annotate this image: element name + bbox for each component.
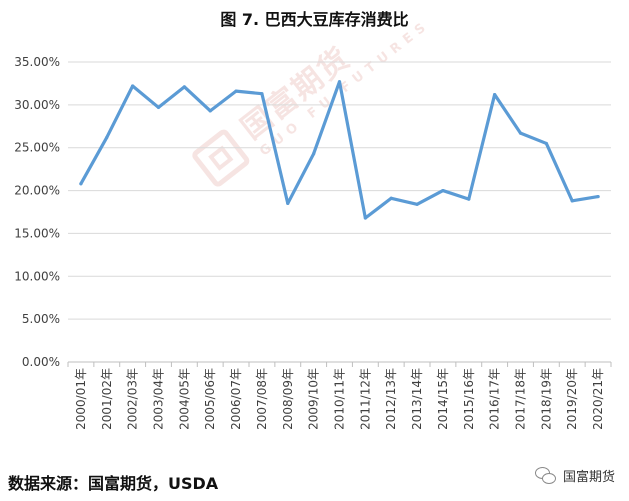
- data-point: [596, 194, 600, 199]
- data-point: [260, 92, 264, 96]
- data-point: [441, 188, 445, 193]
- data-point: [389, 196, 393, 200]
- x-tick-label: 2018/19年: [539, 368, 553, 430]
- y-tick-label: 25.00%: [14, 141, 60, 155]
- y-tick-label: 20.00%: [14, 184, 60, 198]
- data-point: [493, 92, 497, 97]
- brand-badge: 国富期货: [534, 466, 615, 485]
- wechat-icon: [534, 466, 557, 485]
- x-tick-label: 2003/04年: [152, 368, 166, 430]
- data-point: [131, 84, 135, 88]
- x-tick-label: 2010/11年: [333, 368, 347, 430]
- x-tick-label: 2007/08年: [255, 368, 269, 430]
- x-tick-label: 2004/05年: [177, 368, 191, 430]
- data-point: [182, 85, 186, 89]
- series-line: [79, 80, 600, 220]
- x-tick-label: 2008/09年: [281, 368, 295, 430]
- x-tick-label: 2019/20年: [565, 368, 579, 430]
- data-source: 数据来源：国富期货，USDA: [8, 474, 219, 493]
- data-point: [337, 80, 342, 84]
- x-tick-label: 2012/13年: [384, 368, 398, 430]
- x-tick-label: 2011/12年: [358, 368, 372, 430]
- y-tick-label: 35.00%: [14, 55, 60, 69]
- x-tick-label: 2002/03年: [126, 368, 140, 430]
- data-point: [105, 135, 109, 140]
- data-point: [312, 152, 316, 156]
- data-point: [208, 109, 212, 113]
- data-point: [363, 216, 367, 220]
- x-tick-label: 2009/10年: [307, 368, 321, 430]
- y-tick-label: 5.00%: [22, 312, 60, 326]
- data-point: [570, 199, 574, 203]
- x-tick-label: 2017/18年: [514, 368, 528, 430]
- x-tick-label: 2014/15年: [436, 368, 450, 430]
- y-tick-label: 30.00%: [14, 98, 60, 112]
- chart-title: 图 7. 巴西大豆库存消费比: [220, 10, 409, 29]
- x-tick-label: 2005/06年: [203, 368, 217, 430]
- x-tick-label: 2001/02年: [100, 368, 114, 430]
- data-point: [544, 141, 548, 146]
- x-tick-label: 2013/14年: [410, 368, 424, 430]
- y-tick-label: 0.00%: [22, 355, 60, 369]
- data-point: [234, 89, 238, 93]
- data-point: [518, 131, 523, 135]
- data-point: [467, 197, 471, 201]
- data-point: [156, 105, 161, 110]
- data-point: [286, 201, 290, 206]
- data-point: [79, 182, 83, 186]
- x-tick-label: 2015/16年: [462, 368, 476, 430]
- x-tick-label: 2016/17年: [488, 368, 502, 430]
- x-tick-label: 2000/01年: [74, 368, 88, 430]
- x-tick-label: 2020/21年: [591, 368, 605, 430]
- y-tick-label: 10.00%: [14, 269, 60, 283]
- x-tick-label: 2006/07年: [229, 368, 243, 430]
- y-tick-label: 15.00%: [14, 226, 60, 240]
- brand-name: 国富期货: [562, 470, 615, 485]
- data-point: [415, 202, 419, 206]
